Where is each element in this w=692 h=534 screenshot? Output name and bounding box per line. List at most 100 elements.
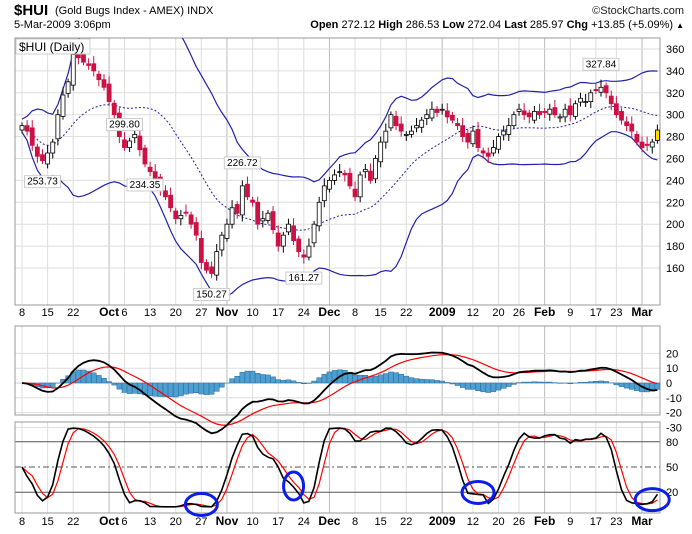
price-label-box bbox=[193, 287, 231, 301]
candle bbox=[270, 206, 276, 235]
candle bbox=[321, 178, 327, 208]
candle bbox=[229, 200, 235, 229]
candle bbox=[557, 113, 563, 123]
candle-body bbox=[634, 134, 640, 143]
candle-body bbox=[511, 114, 517, 127]
stochastic-d-line bbox=[21, 427, 658, 508]
macd-histogram-bar bbox=[495, 382, 502, 391]
candle-body bbox=[239, 185, 245, 216]
candle-body bbox=[337, 171, 343, 174]
candle bbox=[29, 120, 35, 151]
candle bbox=[127, 137, 133, 152]
candle bbox=[50, 138, 56, 159]
quote-summary: Open 272.12 High 286.53 Low 272.04 Last … bbox=[310, 19, 684, 31]
x-tick-label: 2009 bbox=[429, 305, 456, 319]
x-tick-label: 27 bbox=[195, 516, 207, 528]
candle-body bbox=[24, 125, 30, 132]
chg-label: Chg bbox=[566, 19, 588, 31]
x-tick-label: 15 bbox=[375, 307, 387, 319]
candle-body bbox=[60, 94, 66, 117]
candle bbox=[419, 116, 425, 133]
macd-histogram-bar bbox=[116, 382, 123, 390]
candle bbox=[613, 96, 619, 118]
y-tick-label: 0 bbox=[666, 378, 672, 390]
moving-average bbox=[21, 104, 658, 231]
candle bbox=[398, 116, 404, 137]
macd-histogram-bar bbox=[372, 375, 379, 384]
low-label: Low bbox=[442, 19, 465, 31]
candle bbox=[316, 196, 322, 232]
candle-body bbox=[578, 97, 583, 103]
macd-histogram-bar bbox=[531, 381, 538, 384]
open-label: Open bbox=[310, 19, 339, 31]
macd-histogram-bar bbox=[444, 382, 451, 384]
macd-histogram-bar bbox=[301, 382, 307, 384]
x-tick-label: 22 bbox=[67, 516, 79, 528]
macd-series bbox=[21, 351, 661, 435]
price-label-box bbox=[223, 156, 261, 170]
macd-histogram-bar bbox=[613, 382, 620, 386]
candle-body bbox=[414, 125, 419, 129]
y-tick-label: 200 bbox=[666, 219, 684, 231]
last-label: Last bbox=[504, 19, 527, 31]
candle-body bbox=[593, 89, 599, 92]
candle bbox=[629, 116, 635, 138]
macd-histogram-bar bbox=[295, 382, 302, 384]
x-tick-label: 15 bbox=[41, 516, 53, 528]
x-tick-label: 22 bbox=[400, 307, 412, 319]
candle-body bbox=[598, 86, 604, 93]
macd-histogram-bar bbox=[178, 382, 184, 397]
x-tick-label: 6 bbox=[121, 516, 127, 528]
macd-histogram-bar bbox=[629, 382, 635, 390]
x-tick-label: Dec bbox=[318, 305, 340, 319]
macd-histogram-bar bbox=[465, 382, 471, 390]
candle bbox=[470, 125, 476, 148]
candle-body bbox=[224, 223, 230, 239]
candle bbox=[137, 128, 143, 157]
candle bbox=[204, 259, 209, 274]
candle bbox=[547, 103, 553, 121]
candle bbox=[91, 56, 97, 77]
candle-body bbox=[444, 110, 450, 118]
candle-body bbox=[198, 238, 204, 263]
candle-body bbox=[209, 266, 214, 274]
y-tick-label: -30 bbox=[666, 422, 682, 434]
macd-histogram-bar bbox=[270, 376, 276, 384]
macd-histogram-bar bbox=[454, 382, 461, 386]
candle-body bbox=[547, 108, 553, 115]
candle bbox=[532, 105, 537, 124]
x-tick-label: 12 bbox=[467, 307, 479, 319]
candle bbox=[65, 78, 71, 98]
candle bbox=[214, 243, 220, 281]
candle bbox=[168, 187, 173, 213]
candle-body bbox=[255, 201, 261, 225]
macd-histogram-bar bbox=[111, 382, 117, 386]
macd-histogram-bar bbox=[593, 381, 599, 384]
candle bbox=[219, 231, 225, 257]
candle-body bbox=[91, 63, 97, 72]
low-value: 272.04 bbox=[467, 19, 502, 31]
price-label-box bbox=[582, 57, 620, 71]
candle-body bbox=[34, 146, 40, 157]
last-value: 285.97 bbox=[529, 19, 564, 31]
y-tick-label: 340 bbox=[666, 66, 684, 78]
macd-histogram-bar bbox=[623, 382, 630, 389]
candle-body bbox=[260, 218, 266, 222]
price-label-box bbox=[105, 118, 143, 132]
candle bbox=[639, 136, 645, 152]
candle-body bbox=[311, 223, 317, 244]
candle bbox=[337, 163, 343, 178]
highlight-ellipse bbox=[282, 470, 306, 502]
candle bbox=[588, 89, 594, 109]
candle bbox=[173, 207, 179, 225]
symbol-name: (Gold Bugs Index - AMEX) INDX bbox=[55, 5, 213, 17]
macd-histogram-bar bbox=[121, 382, 128, 393]
candle-body bbox=[55, 114, 61, 140]
candle-body bbox=[96, 73, 102, 81]
macd-histogram-bar bbox=[188, 382, 194, 394]
candle-body bbox=[526, 112, 532, 118]
x-tick-label: 27 bbox=[195, 307, 207, 319]
candle bbox=[291, 218, 296, 246]
candle-body bbox=[306, 245, 312, 258]
